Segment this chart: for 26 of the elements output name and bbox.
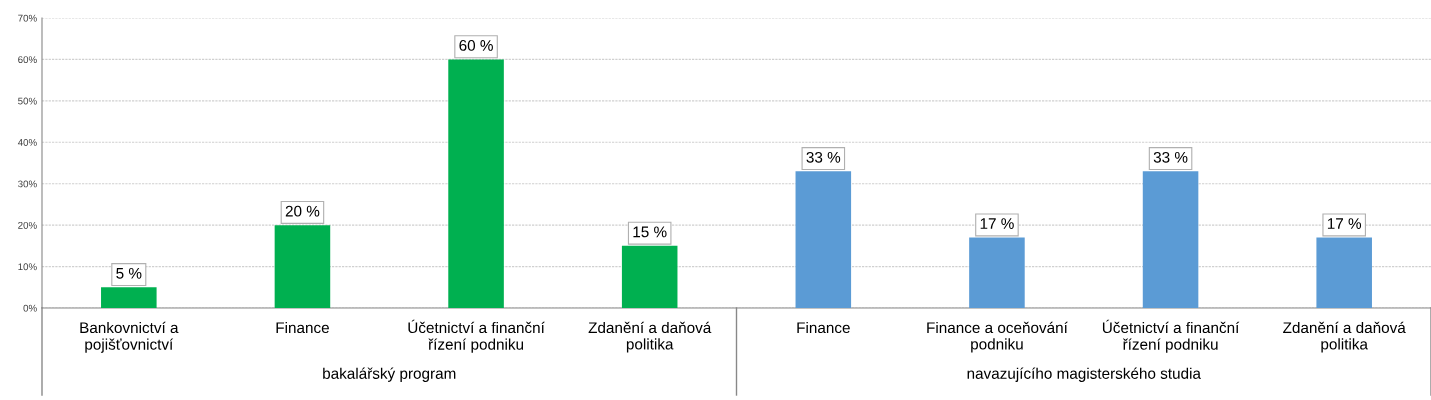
x-tick-label: Zdanění a daňová politika xyxy=(588,321,712,353)
data-label: 17 % xyxy=(980,218,1014,229)
data-label: 60 % xyxy=(459,40,493,51)
x-tick-label: Účetnictví a finanční řízení podniku xyxy=(1102,319,1240,353)
y-tick-label: 70% xyxy=(18,14,37,22)
y-tick-label: 50% xyxy=(18,97,37,105)
data-label: 5 % xyxy=(116,267,142,279)
y-tick-label: 40% xyxy=(17,139,37,146)
text: bakalářský program xyxy=(323,367,456,382)
x-tick-label: Finance xyxy=(276,321,329,334)
data-label: 33 % xyxy=(1153,151,1188,163)
x-tick-label: Bankovnictví a pojišťovnictví xyxy=(80,321,179,353)
x-tick-label: Účetnictví a finanční řízení podniku xyxy=(408,319,545,353)
y-tick-label: 20% xyxy=(18,221,37,229)
y-tick-label: 10% xyxy=(18,263,37,271)
y-tick-label: 60% xyxy=(18,56,37,64)
data-label: 20 % xyxy=(285,205,320,217)
text: navazujícího magisterského studia xyxy=(967,367,1201,382)
y-tick-label: 30% xyxy=(18,180,37,188)
x-tick-label: Zdanění a daňová politika xyxy=(1283,321,1406,353)
x-tick-label: Finance xyxy=(797,321,850,334)
data-label: 15 % xyxy=(633,226,667,238)
data-label: 17 % xyxy=(1327,218,1362,229)
y-tick-label: 0% xyxy=(23,304,37,312)
x-tick-label: Finance a oceňování podniku xyxy=(927,321,1068,353)
data-label: 33 % xyxy=(806,151,841,163)
